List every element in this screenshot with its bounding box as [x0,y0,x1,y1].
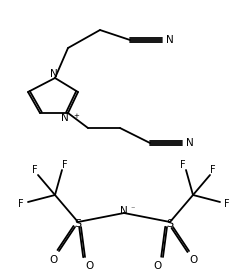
Text: F: F [210,165,216,175]
Text: F: F [180,160,186,170]
Text: N: N [186,138,194,148]
Text: N: N [166,35,174,45]
Text: N: N [50,69,58,79]
Text: F: F [32,165,38,175]
Text: S: S [166,219,174,229]
Text: O: O [190,255,198,265]
Text: O: O [50,255,58,265]
Text: O: O [154,261,162,271]
Text: +: + [73,113,79,119]
Text: ⁻: ⁻ [130,205,134,213]
Text: F: F [224,199,230,209]
Text: F: F [18,199,24,209]
Text: S: S [74,219,82,229]
Text: N: N [120,206,128,216]
Text: O: O [86,261,94,271]
Text: F: F [62,160,68,170]
Text: N: N [61,113,69,123]
